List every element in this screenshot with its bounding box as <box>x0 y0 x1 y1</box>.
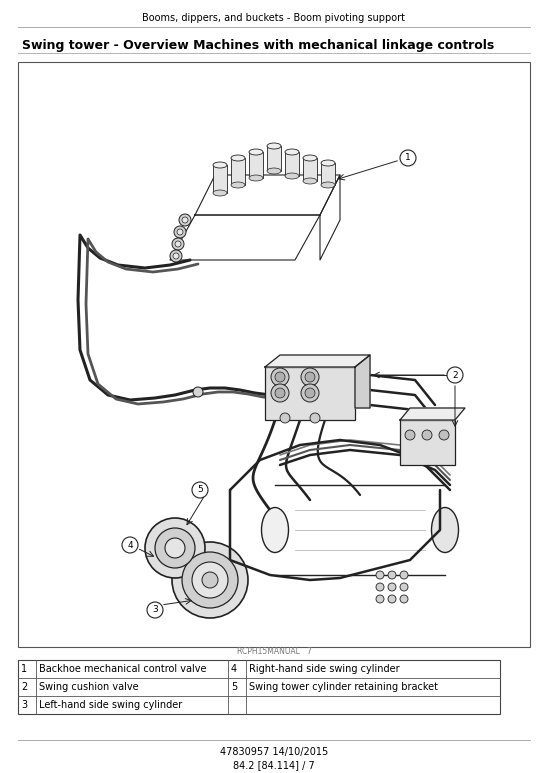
Bar <box>400 420 455 465</box>
Text: 84.2 [84.114] / 7: 84.2 [84.114] / 7 <box>233 760 315 770</box>
Circle shape <box>182 217 188 223</box>
Circle shape <box>301 368 319 386</box>
Text: Booms, dippers, and buckets - Boom pivoting support: Booms, dippers, and buckets - Boom pivot… <box>142 13 406 23</box>
Polygon shape <box>400 408 465 420</box>
Circle shape <box>301 384 319 402</box>
Text: Right-hand side swing cylinder: Right-hand side swing cylinder <box>249 664 399 674</box>
Circle shape <box>400 595 408 603</box>
Circle shape <box>439 430 449 440</box>
Text: 2: 2 <box>452 370 458 380</box>
Text: Backhoe mechanical control valve: Backhoe mechanical control valve <box>39 664 207 674</box>
Text: 1: 1 <box>405 154 411 162</box>
Circle shape <box>275 388 285 398</box>
Bar <box>265 367 355 420</box>
Polygon shape <box>320 175 340 260</box>
Bar <box>285 152 299 176</box>
Ellipse shape <box>321 182 335 188</box>
Ellipse shape <box>213 190 227 196</box>
Circle shape <box>173 253 179 259</box>
Circle shape <box>400 583 408 591</box>
Circle shape <box>172 542 248 618</box>
Circle shape <box>376 571 384 579</box>
Ellipse shape <box>321 160 335 166</box>
Circle shape <box>388 571 396 579</box>
Bar <box>249 152 263 178</box>
Circle shape <box>271 384 289 402</box>
Text: 3: 3 <box>21 700 27 710</box>
Ellipse shape <box>267 168 281 174</box>
Ellipse shape <box>249 175 263 181</box>
Circle shape <box>172 238 184 250</box>
Circle shape <box>182 552 238 608</box>
Polygon shape <box>355 355 370 408</box>
Text: Left-hand side swing cylinder: Left-hand side swing cylinder <box>39 700 182 710</box>
Circle shape <box>174 226 186 238</box>
Bar <box>18 62 530 647</box>
Text: 47830957 14/10/2015: 47830957 14/10/2015 <box>220 747 328 757</box>
Ellipse shape <box>231 155 245 161</box>
Ellipse shape <box>303 178 317 184</box>
Circle shape <box>400 150 416 166</box>
Ellipse shape <box>285 173 299 179</box>
Bar <box>303 158 317 181</box>
Polygon shape <box>170 215 320 260</box>
Ellipse shape <box>231 182 245 188</box>
Polygon shape <box>265 355 370 367</box>
Circle shape <box>447 367 463 383</box>
Ellipse shape <box>261 508 288 553</box>
Circle shape <box>400 571 408 579</box>
Text: Swing tower cylinder retaining bracket: Swing tower cylinder retaining bracket <box>249 682 438 692</box>
Circle shape <box>177 229 183 235</box>
Text: 4: 4 <box>127 540 133 550</box>
Circle shape <box>202 572 218 588</box>
Text: RCPH15MANUAL   7: RCPH15MANUAL 7 <box>237 648 311 656</box>
Text: 4: 4 <box>231 664 237 674</box>
Circle shape <box>271 368 289 386</box>
Circle shape <box>170 250 182 262</box>
Text: 5: 5 <box>231 682 237 692</box>
Bar <box>213 165 227 193</box>
Circle shape <box>376 595 384 603</box>
Ellipse shape <box>213 162 227 168</box>
Ellipse shape <box>249 149 263 155</box>
Circle shape <box>192 562 228 598</box>
Circle shape <box>280 413 290 423</box>
Text: 3: 3 <box>152 605 158 615</box>
Bar <box>267 146 281 171</box>
Text: 5: 5 <box>197 485 203 495</box>
Text: 2: 2 <box>21 682 27 692</box>
Circle shape <box>405 430 415 440</box>
Circle shape <box>305 372 315 382</box>
Circle shape <box>147 602 163 618</box>
Circle shape <box>165 538 185 558</box>
Circle shape <box>275 372 285 382</box>
Circle shape <box>422 430 432 440</box>
Circle shape <box>388 583 396 591</box>
Circle shape <box>175 241 181 247</box>
Ellipse shape <box>303 155 317 161</box>
Circle shape <box>145 518 205 578</box>
Ellipse shape <box>267 143 281 149</box>
Circle shape <box>388 595 396 603</box>
Bar <box>275 485 445 575</box>
Text: 1: 1 <box>21 664 27 674</box>
Bar <box>18 660 500 714</box>
Circle shape <box>376 583 384 591</box>
Circle shape <box>122 537 138 553</box>
Circle shape <box>193 387 203 397</box>
Circle shape <box>310 413 320 423</box>
Circle shape <box>179 214 191 226</box>
Polygon shape <box>195 175 340 215</box>
Circle shape <box>305 388 315 398</box>
Bar <box>321 163 335 185</box>
Text: Swing cushion valve: Swing cushion valve <box>39 682 139 692</box>
Ellipse shape <box>285 149 299 155</box>
Ellipse shape <box>431 508 459 553</box>
Circle shape <box>155 528 195 568</box>
Circle shape <box>192 482 208 498</box>
Bar <box>231 158 245 185</box>
Text: Swing tower - Overview Machines with mechanical linkage controls: Swing tower - Overview Machines with mec… <box>22 39 494 53</box>
